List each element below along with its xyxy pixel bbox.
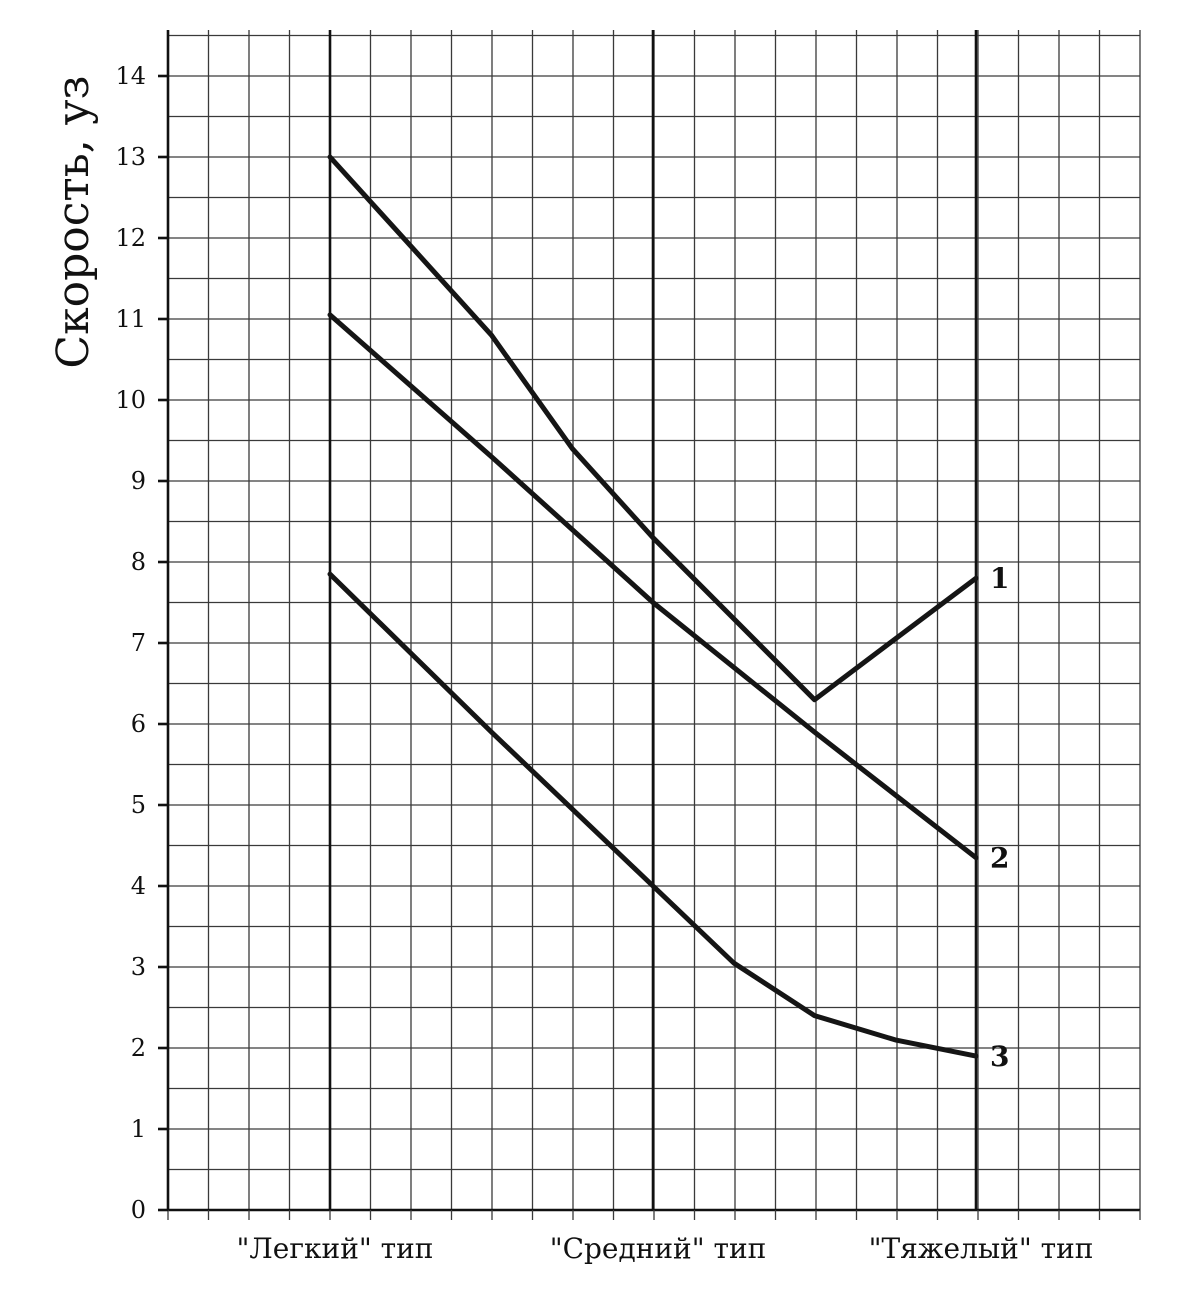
y-tick-label: 9 (131, 467, 146, 495)
y-axis (166, 30, 1141, 1220)
series-label-3: 3 (990, 1040, 1009, 1073)
y-tick-label: 11 (115, 305, 146, 333)
y-tick-label: 10 (115, 386, 146, 414)
y-tick-label: 1 (131, 1115, 146, 1143)
series-labels: 1 2 3 (990, 562, 1009, 1073)
y-tick-label: 8 (131, 548, 146, 576)
y-tick-label: 12 (115, 224, 146, 252)
series-line-1 (327, 154, 979, 703)
series-line-3 (327, 571, 979, 1059)
y-tick-label: 7 (131, 629, 146, 657)
y-tick-label: 4 (131, 872, 146, 900)
category-label: "Средний" тип (550, 1232, 767, 1265)
y-tick-label: 3 (131, 953, 146, 981)
y-tick-label: 0 (131, 1196, 146, 1224)
y-tick-label: 6 (131, 710, 146, 738)
y-tick-label: 2 (131, 1034, 146, 1062)
y-tick-label: 14 (115, 62, 146, 90)
x-category-labels: "Легкий" тип "Средний" тип "Тяжелый" тип (237, 1232, 1094, 1265)
series-label-1: 1 (990, 562, 1009, 595)
category-label: "Тяжелый" тип (869, 1232, 1094, 1265)
y-tick-label: 13 (115, 143, 146, 171)
y-axis-title: Скорость, уз (48, 75, 99, 368)
category-label: "Легкий" тип (237, 1232, 434, 1265)
series-line-2 (327, 312, 979, 861)
grid (167, 30, 1141, 1211)
series-lines (327, 154, 979, 1059)
y-tick-label: 5 (131, 791, 146, 819)
series-label-2: 2 (990, 842, 1009, 875)
